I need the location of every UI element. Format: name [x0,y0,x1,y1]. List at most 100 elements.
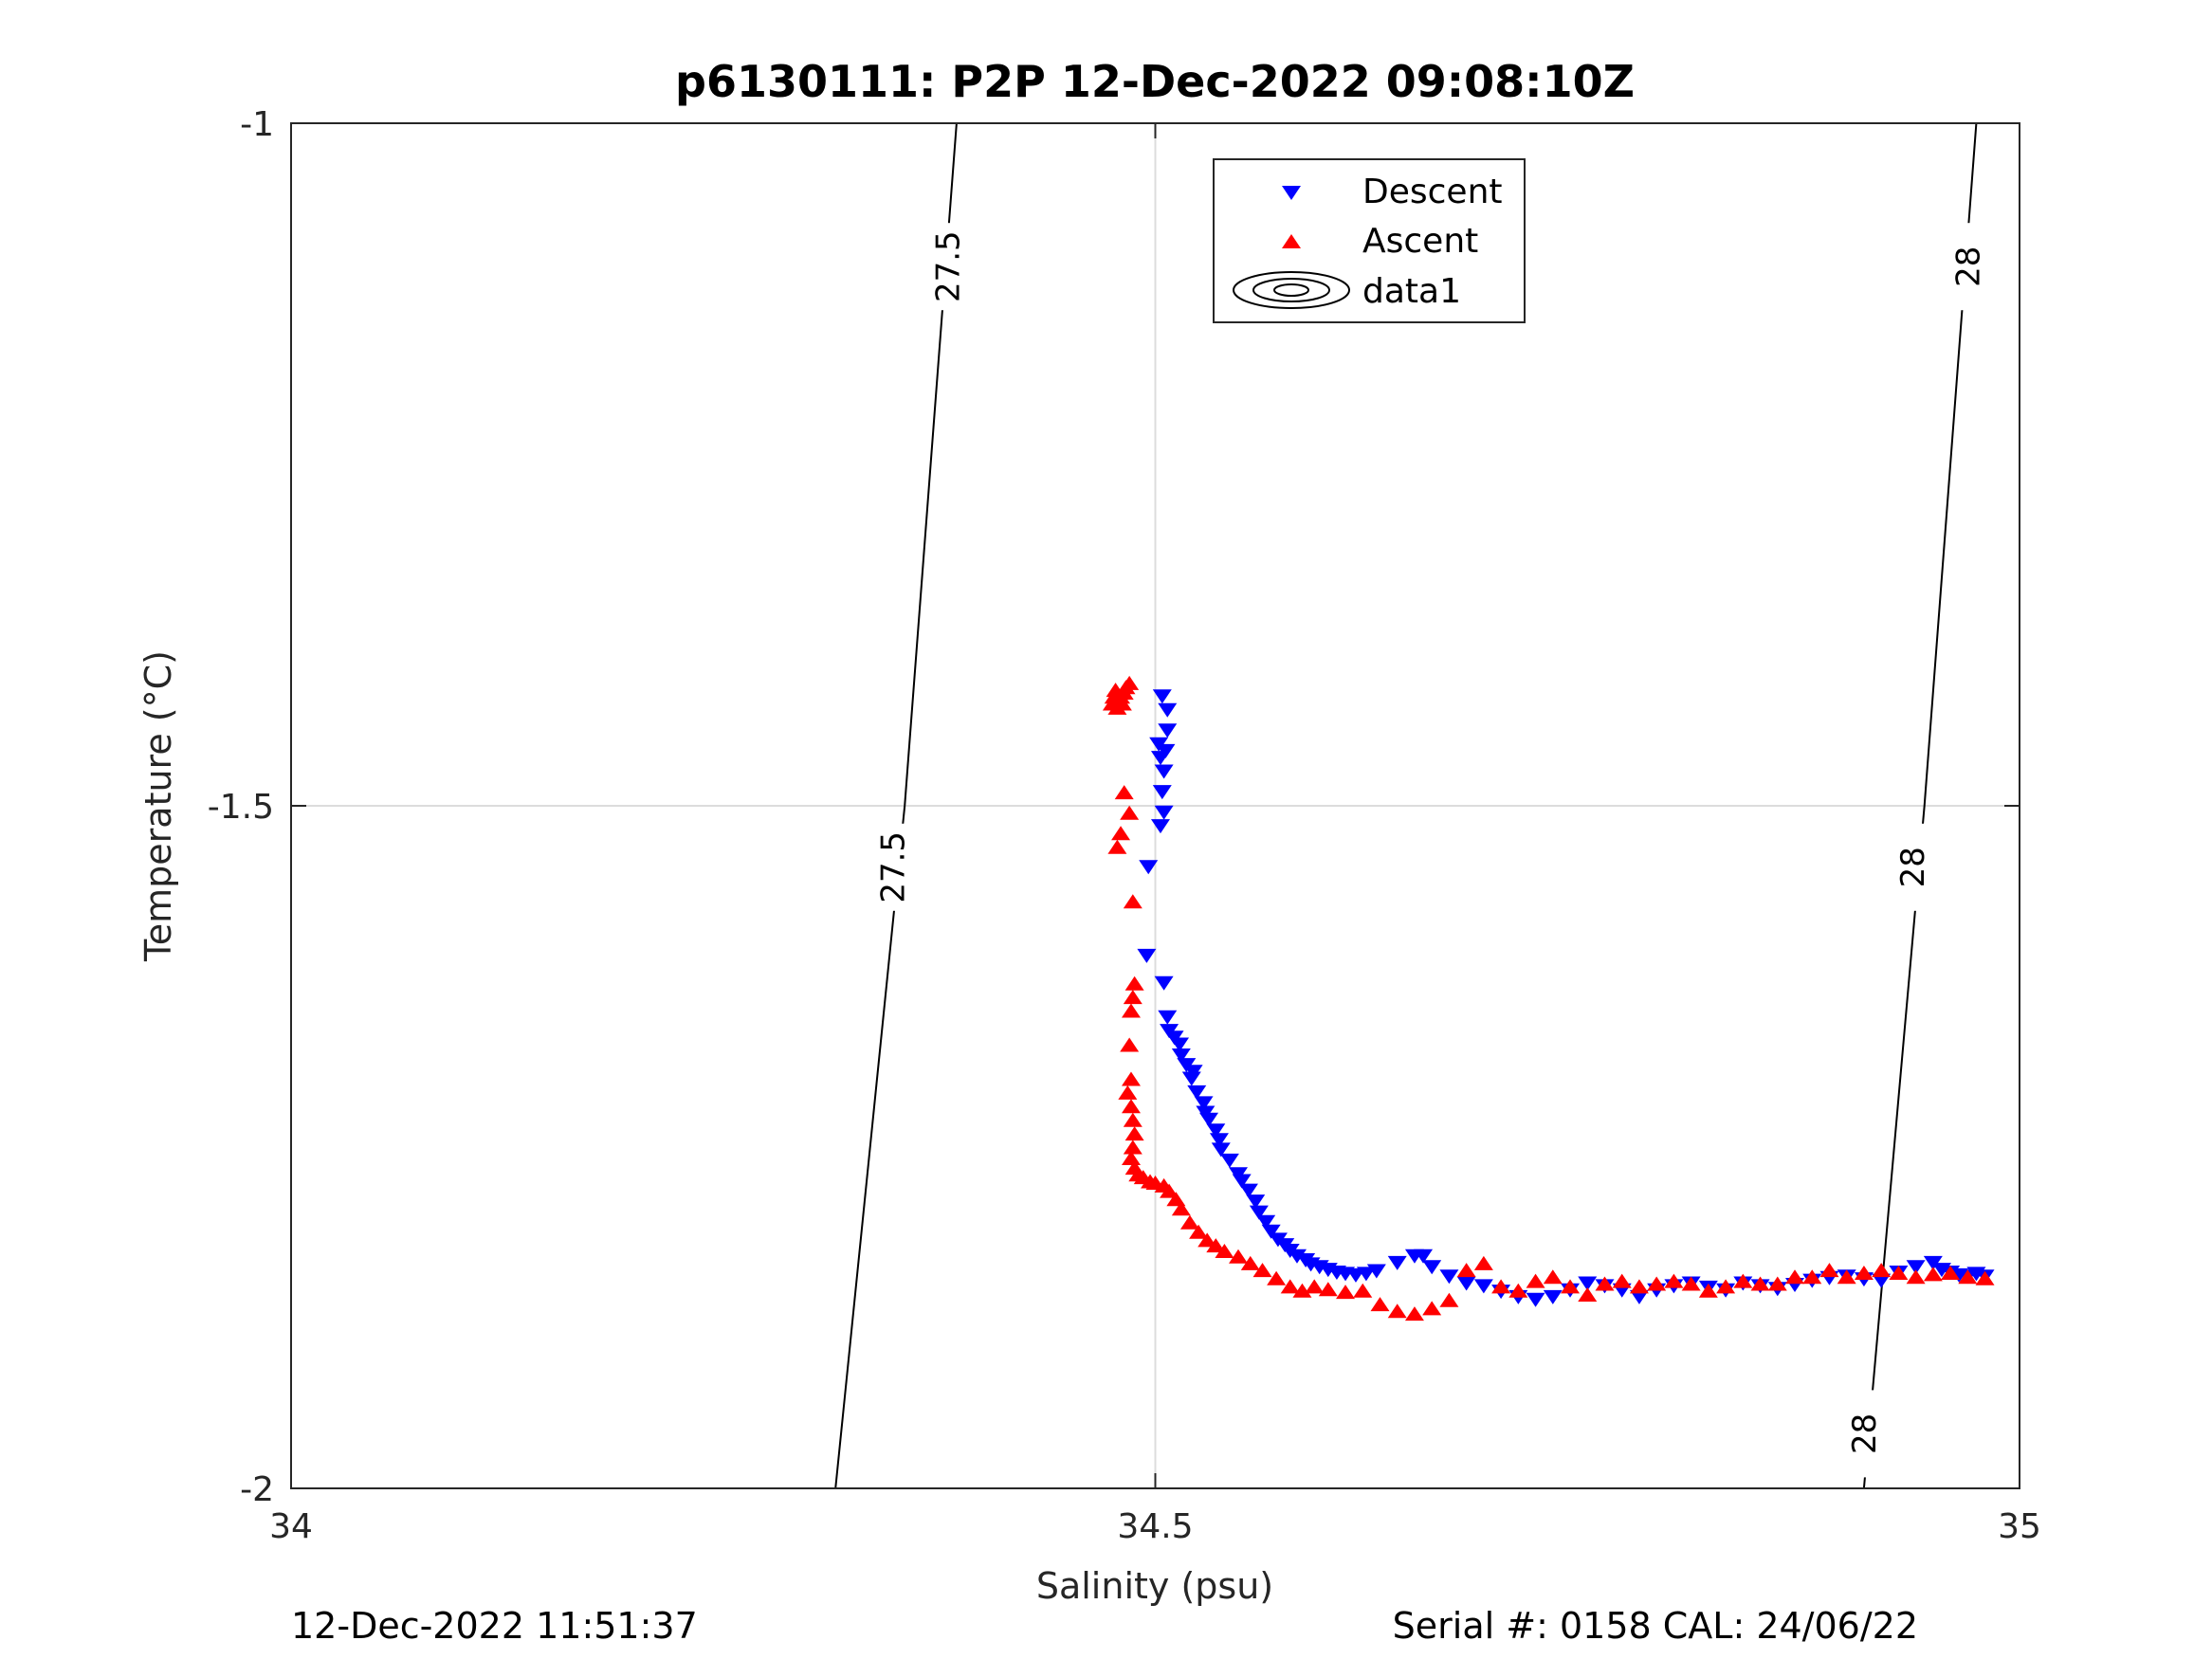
ascent-point [1889,1265,1909,1280]
contour-label: 28 [1949,246,1987,287]
ascent-point [1941,1265,1961,1280]
descent-point [1219,1153,1239,1168]
data-points [1102,675,1995,1322]
descent-point [1473,1279,1493,1294]
contour-label: 27.5 [874,831,912,903]
ascent-point [1526,1273,1545,1288]
ascent-point [1353,1283,1373,1298]
ascent-point [1197,1232,1217,1248]
isopycnal-line [1862,122,1978,1489]
contour-label-gap [871,823,914,911]
descent-point [1387,1255,1407,1270]
ascent-point [1698,1283,1718,1298]
descent-point [1238,1183,1258,1198]
descent-point [1139,860,1159,875]
descent-point [1199,1112,1219,1127]
ascent-point [1121,1003,1141,1018]
contour-label: 28 [1894,847,1932,887]
ascent-point [1872,1263,1892,1278]
descent-point [1170,1037,1190,1052]
ascent-point [1681,1276,1701,1291]
ascent-point [1107,839,1127,854]
ascent-point [1229,1249,1249,1264]
ascent-point [1267,1270,1287,1285]
legend-contour-icon [1233,271,1350,309]
ascent-point [1121,1151,1141,1166]
descent-point [1543,1289,1563,1304]
descent-point [1211,1142,1231,1158]
y-tick-label: -2 [240,1470,274,1509]
ascent-point [1404,1306,1424,1322]
ascent-point [1975,1270,1995,1285]
ascent-point [1189,1224,1209,1239]
chart-title: p6130111: P2P 12-Dec-2022 09:08:10Z [675,56,1635,107]
descent-point [1249,1205,1269,1220]
descent-point [1232,1174,1252,1189]
descent-point [1356,1267,1376,1282]
descent-point [1456,1276,1476,1291]
ascent-point [1422,1301,1442,1316]
descent-point [1578,1276,1598,1291]
ascent-point [1647,1276,1667,1291]
ascent-point [1123,894,1143,909]
ascent-point [1206,1238,1226,1253]
legend-ascent-marker [1282,234,1301,248]
ascent-point [1292,1283,1312,1298]
ascent-point [1124,1126,1144,1141]
ascent-point [1664,1273,1684,1288]
ascent-point [1318,1282,1338,1297]
contour-label-gap [1947,223,1989,311]
descent-point [1287,1249,1307,1264]
ascent-point [1121,1071,1141,1086]
descent-point [1181,1071,1201,1086]
descent-point [1422,1260,1442,1275]
y-tick-label: -1.5 [208,788,274,827]
ascent-point [1215,1243,1234,1258]
ascent-point [1123,1139,1143,1155]
ascent-point [1733,1273,1753,1288]
ascent-point [1280,1279,1300,1294]
ascent-point [1252,1263,1272,1278]
descent-point [1158,723,1178,738]
descent-point [1154,764,1174,779]
ascent-point [1491,1279,1511,1294]
ascent-point [1387,1304,1407,1319]
ascent-point [1923,1267,1943,1282]
ascent-point [1819,1263,1839,1278]
contour-label-gap [1891,823,1933,911]
descent-point [1872,1273,1892,1288]
ascent-point [1160,1183,1179,1198]
ascent-point [1439,1292,1459,1307]
descent-point [1183,1065,1203,1080]
legend-ascent-label: Ascent [1362,222,1478,261]
ascent-point [1240,1255,1260,1270]
descent-point [1209,1133,1229,1148]
footer-serial-cal: Serial #: 0158 CAL: 24/06/22 [1393,1605,1918,1647]
ascent-point [1595,1276,1615,1291]
ascent-point [1785,1269,1805,1285]
contour-label-gap [1842,1390,1885,1478]
descent-point [1439,1269,1459,1285]
x-tick-label: 35 [1998,1507,2041,1546]
descent-point [1154,975,1174,991]
descent-point [1150,819,1170,834]
ascent-point [1854,1265,1874,1280]
ascent-point [1578,1287,1598,1303]
legend-data1-label: data1 [1362,272,1461,311]
x-tick-label: 34.5 [1117,1507,1193,1546]
legend-descent-label: Descent [1362,173,1503,211]
descent-point [1158,1010,1178,1025]
ascent-point [1123,1112,1143,1127]
descent-point [1137,948,1157,963]
descent-point [1152,689,1172,704]
ascent-point [1456,1263,1476,1278]
ascent-point [1543,1269,1563,1285]
ascent-point [1120,1037,1140,1052]
ascent-point [1612,1273,1632,1288]
legend-box [1213,158,1526,323]
y-tick-label: -1 [240,105,274,144]
contour-label: 28 [1846,1413,1884,1454]
x-tick-label: 34 [269,1507,313,1546]
legend-descent-marker [1282,186,1301,200]
contour-label-gap [926,223,969,311]
